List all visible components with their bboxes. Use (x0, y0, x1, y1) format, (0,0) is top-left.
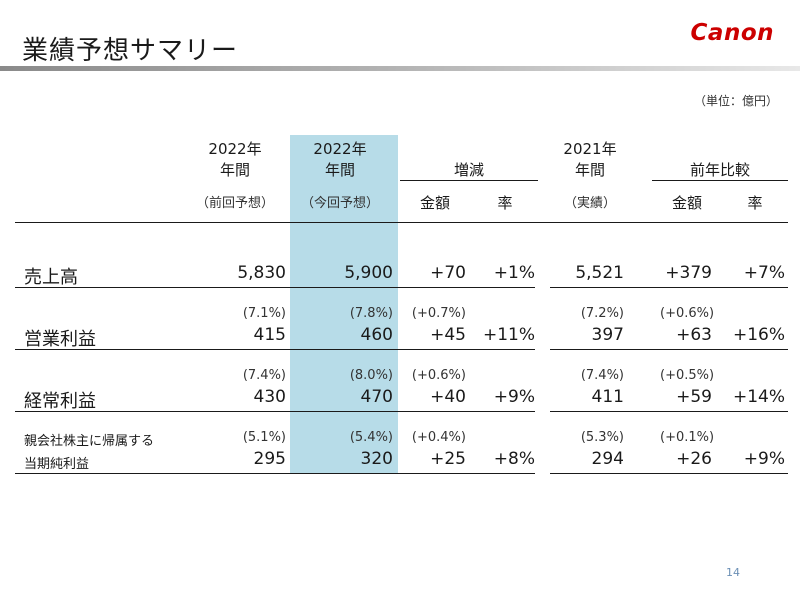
col2-header-period: 年間 (324, 161, 355, 179)
net-income-prior-year: 294 (591, 449, 624, 469)
row-rule (550, 411, 788, 412)
unit-note: （単位：億円） (693, 94, 778, 108)
op-income-prev-ratio: (7.1%) (242, 306, 286, 321)
change-group-rule (400, 180, 538, 181)
row-rule (550, 287, 788, 288)
ordinary-income-prior-year: 411 (591, 387, 624, 407)
col1-header-sub: （前回予想） (195, 196, 274, 211)
op-income-prev-forecast: 415 (253, 325, 286, 345)
page-title: 業績予想サマリー (22, 36, 239, 66)
page-number: 14 (726, 566, 740, 579)
current-forecast-highlight (290, 135, 398, 473)
net-income-prior-ratio: (5.3%) (580, 430, 624, 445)
row-label-net-sales: 売上高 (24, 267, 78, 288)
row-rule (15, 473, 535, 474)
ordinary-income-yoy-amount: +59 (676, 387, 712, 407)
row-label-net-income: 親会社株主に帰属する (24, 434, 155, 449)
row-rule (550, 349, 788, 350)
net-income-prev-ratio: (5.1%) (242, 430, 286, 445)
net-income-current-forecast: 320 (360, 449, 393, 469)
row-rule (15, 411, 535, 412)
net-income-change-rate: +8% (493, 449, 535, 469)
op-income-change-amount: +45 (430, 325, 466, 345)
yoy-amount-header: 金額 (671, 194, 702, 212)
op-income-prior-ratio: (7.2%) (580, 306, 624, 321)
col5-header-sub: （実績） (563, 196, 616, 211)
op-income-change-ratio: (+0.7%) (411, 306, 466, 321)
canon-logo: Canon (690, 20, 774, 46)
op-income-current-forecast: 460 (360, 325, 393, 345)
row-rule (15, 287, 535, 288)
net-income-current-ratio: (5.4%) (349, 430, 393, 445)
op-income-yoy-rate: +16% (732, 325, 785, 345)
col5-header-year: 2021年 (563, 140, 617, 158)
net-income-yoy-amount: +26 (676, 449, 712, 469)
ordinary-income-change-ratio: (+0.6%) (411, 368, 466, 383)
yoy-group-header: 前年比較 (689, 161, 750, 179)
row-rule (15, 349, 535, 350)
ordinary-income-change-rate: +9% (493, 387, 535, 407)
net-sales-change-rate: +1% (493, 263, 535, 283)
col2-header-year: 2022年 (313, 140, 367, 158)
header-rule (15, 222, 788, 223)
row-rule (550, 473, 788, 474)
op-income-prior-year: 397 (591, 325, 624, 345)
net-income-yoy-rate: +9% (743, 449, 785, 469)
ordinary-income-current-ratio: (8.0%) (349, 368, 393, 383)
op-income-change-rate: +11% (482, 325, 535, 345)
yoy-rate-header: 率 (747, 194, 763, 212)
col2-header-sub: （今回予想） (300, 196, 379, 211)
ordinary-income-change-amount: +40 (430, 387, 466, 407)
col1-header-year: 2022年 (208, 140, 262, 158)
net-income-change-amount: +25 (430, 449, 466, 469)
yoy-group-rule (652, 180, 788, 181)
title-divider (0, 66, 800, 71)
row-label-operating-income: 営業利益 (24, 329, 96, 350)
row-label-ordinary-income: 経常利益 (24, 391, 96, 412)
row-label-net-income-line2: 当期純利益 (24, 457, 90, 472)
net-sales-yoy-rate: +7% (743, 263, 785, 283)
net-sales-prior-year: 5,521 (575, 263, 624, 283)
op-income-yoy-amount: +63 (676, 325, 712, 345)
net-sales-prev-forecast: 5,830 (237, 263, 286, 283)
net-sales-change-amount: +70 (430, 263, 466, 283)
col1-header-period: 年間 (219, 161, 250, 179)
col5-header-period: 年間 (574, 161, 605, 179)
change-amount-header: 金額 (419, 194, 450, 212)
ordinary-income-current-forecast: 470 (360, 387, 393, 407)
net-sales-current-forecast: 5,900 (344, 263, 393, 283)
op-income-yoy-ratio: (+0.6%) (660, 306, 715, 321)
net-income-prev-forecast: 295 (253, 449, 286, 469)
change-group-header: 増減 (453, 161, 484, 179)
ordinary-income-prev-forecast: 430 (253, 387, 286, 407)
net-income-yoy-ratio: (+0.1%) (660, 430, 715, 445)
ordinary-income-yoy-ratio: (+0.5%) (660, 368, 715, 383)
net-income-change-ratio: (+0.4%) (411, 430, 466, 445)
change-rate-header: 率 (497, 194, 513, 212)
ordinary-income-yoy-rate: +14% (732, 387, 785, 407)
ordinary-income-prev-ratio: (7.4%) (242, 368, 286, 383)
net-sales-yoy-amount: +379 (665, 263, 712, 283)
ordinary-income-prior-ratio: (7.4%) (580, 368, 624, 383)
op-income-current-ratio: (7.8%) (349, 306, 393, 321)
